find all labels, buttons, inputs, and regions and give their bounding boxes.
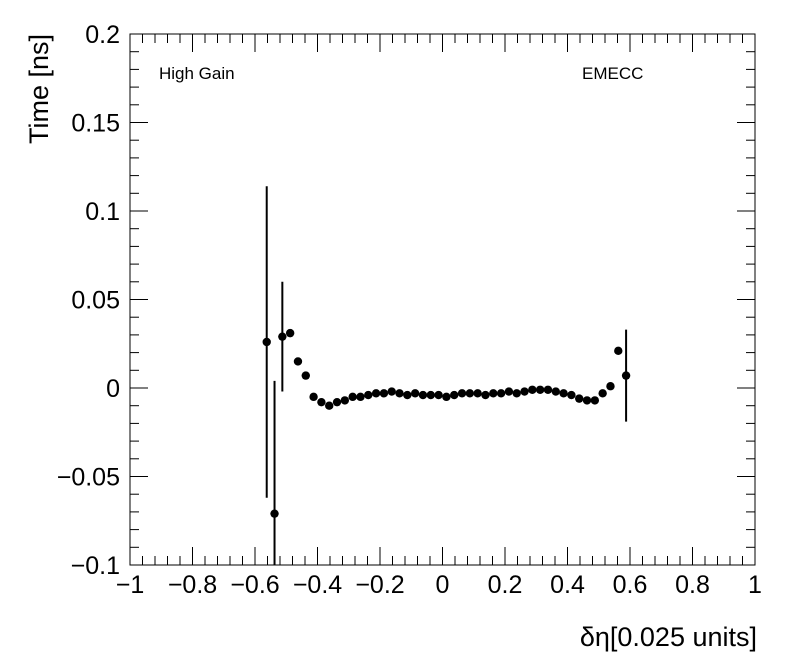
data-point <box>590 396 600 405</box>
data-point <box>293 357 303 366</box>
axis-ticks <box>129 33 756 566</box>
data-point <box>387 387 396 396</box>
x-tick-label: 0 <box>436 571 450 599</box>
data-point <box>575 394 584 403</box>
data-point <box>450 390 459 400</box>
data-point <box>598 389 607 398</box>
data-point <box>543 385 553 394</box>
x-tick-label: −0.6 <box>230 571 279 599</box>
data-point <box>528 385 537 394</box>
x-tick-label: 0.8 <box>675 571 710 599</box>
data-point <box>348 392 357 402</box>
data-point <box>559 389 568 398</box>
data-point <box>473 389 482 398</box>
y-tick-label: 0.05 <box>71 287 120 315</box>
data-point <box>325 401 334 410</box>
data-point <box>340 396 350 405</box>
data-point <box>301 371 310 380</box>
data-point <box>332 397 342 407</box>
y-tick-label: −0.1 <box>71 552 120 580</box>
y-tick-label: 0 <box>106 375 120 403</box>
x-tick-labels: −1 −0.8 −0.6 −0.4 −0.2 0 0.2 0.4 0.6 0.8 1 <box>116 571 762 599</box>
x-tick-label: −0.2 <box>355 571 404 599</box>
y-tick-labels: −0.1 −0.05 0 0.05 0.1 0.15 0.2 <box>57 21 120 580</box>
data-point <box>621 371 631 380</box>
data-point <box>317 397 326 407</box>
data-point <box>442 392 451 402</box>
x-axis-title: δη[0.025 units] <box>580 622 757 652</box>
data-point <box>457 389 467 398</box>
data-point <box>285 328 295 338</box>
data-point <box>535 385 545 394</box>
x-tick-label: −0.8 <box>168 571 217 599</box>
data-point <box>403 390 412 400</box>
data-point <box>520 387 529 396</box>
annotation-emecc: EMECC <box>582 64 643 83</box>
data-point <box>278 332 287 341</box>
data-point <box>270 509 279 518</box>
data-point <box>481 390 490 400</box>
data-point <box>395 389 404 398</box>
y-tick-label: 0.15 <box>71 110 120 138</box>
data-point <box>379 389 389 398</box>
data-point <box>465 389 475 398</box>
data-point <box>504 387 514 396</box>
plot-frame <box>129 33 756 566</box>
y-tick-label: −0.05 <box>57 464 120 492</box>
data-point <box>356 392 365 402</box>
data-point <box>434 390 443 400</box>
data-point <box>309 392 318 402</box>
data-point <box>614 346 623 356</box>
data-point <box>371 389 381 398</box>
data-point <box>262 337 271 347</box>
data-point <box>364 390 373 400</box>
data-point <box>426 390 435 400</box>
y-tick-label: 0.1 <box>85 198 120 226</box>
annotation-high-gain: High Gain <box>159 64 235 83</box>
data-point <box>418 390 428 400</box>
data-point <box>410 389 420 398</box>
x-tick-label: 0.2 <box>488 571 523 599</box>
x-tick-label: −0.4 <box>293 571 342 599</box>
data-point <box>496 389 506 398</box>
x-tick-label: −1 <box>116 571 145 599</box>
data-point <box>489 389 498 398</box>
y-tick-label: 0.2 <box>85 21 120 49</box>
x-tick-label: 1 <box>748 571 762 599</box>
y-axis-title: Time [ns] <box>24 34 54 144</box>
data-point <box>567 390 576 400</box>
x-tick-label: 0.4 <box>550 571 585 599</box>
data-series <box>262 186 631 565</box>
data-point <box>512 389 521 398</box>
data-point <box>551 387 560 396</box>
data-point <box>582 396 592 405</box>
x-tick-label: 0.6 <box>613 571 648 599</box>
data-point <box>606 382 615 391</box>
